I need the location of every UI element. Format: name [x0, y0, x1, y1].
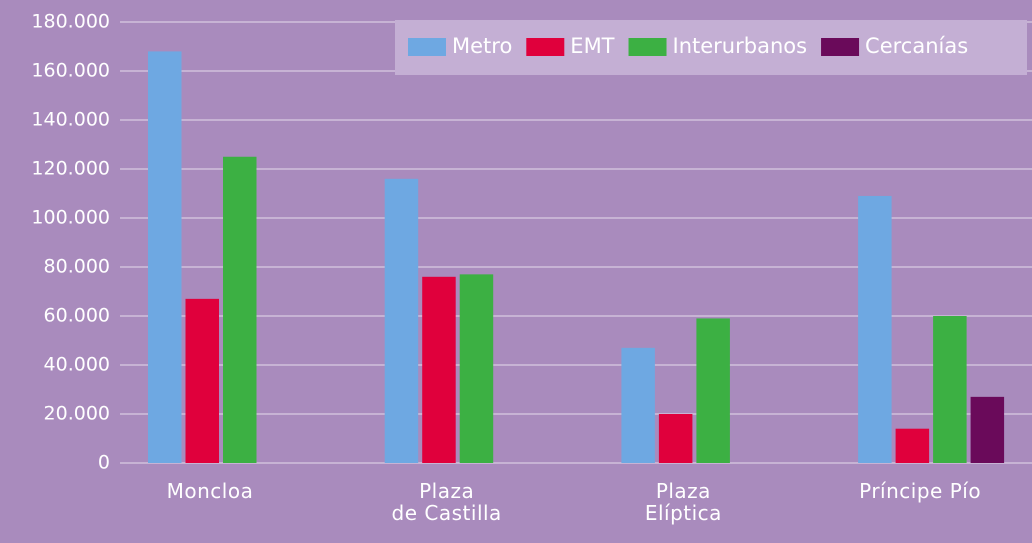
- bar: [858, 195, 892, 463]
- y-tick-label: 140.000: [31, 109, 110, 131]
- bar: [185, 298, 219, 463]
- bar: [621, 347, 655, 463]
- y-tick-label: 100.000: [31, 207, 110, 229]
- legend-swatch: [408, 38, 446, 56]
- legend-box: [395, 20, 1027, 75]
- x-tick-label: Moncloa: [166, 479, 254, 503]
- bar: [696, 318, 730, 463]
- bar: [148, 51, 182, 464]
- y-tick-label: 80.000: [44, 256, 110, 278]
- y-tick-label: 20.000: [44, 403, 110, 425]
- legend-label: EMT: [570, 34, 614, 58]
- x-tick-label: Príncipe Pío: [859, 479, 982, 503]
- legend-label: Metro: [452, 34, 512, 58]
- bar: [459, 274, 494, 463]
- legend-swatch: [628, 38, 667, 56]
- legend-label: Interurbanos: [673, 34, 808, 58]
- legend-swatch: [821, 38, 860, 56]
- y-tick-label: 60.000: [44, 305, 110, 327]
- y-tick-label: 180.000: [31, 11, 110, 33]
- x-tick-label: Plaza Elíptica: [644, 479, 722, 525]
- y-tick-label: 40.000: [44, 354, 110, 376]
- legend-swatch: [526, 38, 565, 56]
- bar: [422, 276, 456, 463]
- bar: [658, 414, 693, 463]
- legend: Metro EMT Interurbanos Cercanías: [395, 20, 1027, 75]
- y-tick-label: 0: [98, 452, 110, 474]
- y-tick-label: 160.000: [31, 60, 110, 82]
- bar: [384, 178, 419, 464]
- bar: [970, 396, 1005, 463]
- bar: [933, 316, 967, 463]
- legend-label: Cercanías: [865, 34, 968, 58]
- x-tick-label: Plaza de Castilla: [391, 479, 502, 525]
- bar: [223, 156, 257, 463]
- bar: [895, 428, 930, 463]
- y-tick-label: 120.000: [31, 158, 110, 180]
